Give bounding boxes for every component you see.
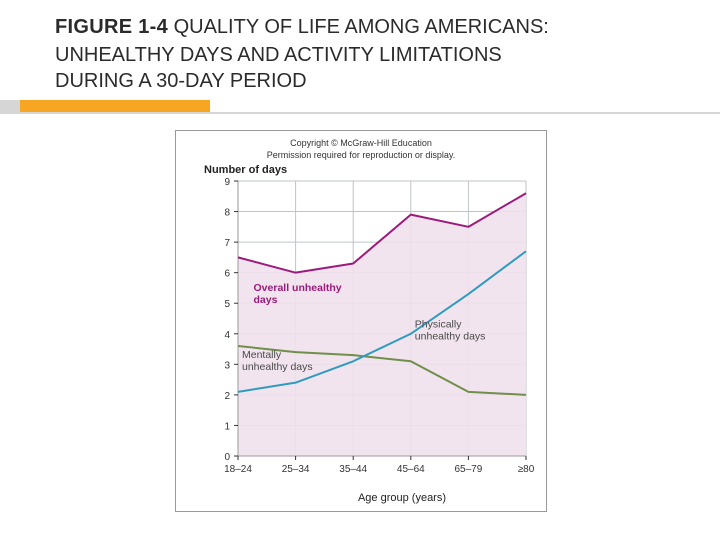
accent-bar [20, 100, 210, 112]
svg-text:9: 9 [224, 177, 230, 188]
title-line-1: FIGURE 1-4 QUALITY OF LIFE AMONG AMERICA… [55, 14, 665, 42]
svg-text:0: 0 [224, 452, 230, 463]
svg-text:days: days [254, 294, 278, 306]
svg-text:Age group (years): Age group (years) [358, 492, 446, 504]
svg-text:5: 5 [224, 299, 230, 310]
svg-text:1: 1 [224, 421, 230, 432]
svg-text:6: 6 [224, 269, 230, 280]
svg-text:Number of days: Number of days [204, 164, 287, 176]
svg-text:45–64: 45–64 [397, 464, 425, 475]
title-line-3: DURING A 30-DAY PERIOD [55, 68, 665, 94]
svg-text:4: 4 [224, 330, 230, 341]
chart-container: Copyright © McGraw-Hill Education Permis… [175, 130, 547, 512]
svg-text:Overall unhealthy: Overall unhealthy [254, 282, 342, 294]
line-chart: 0 1 2 3 4 5 6 7 8 9 18–24 25–34 35–44 45–64 65–79 ≥80 Nu… [176, 131, 546, 511]
title-line-2: UNHEALTHY DAYS AND ACTIVITY LIMITATIONS [55, 42, 665, 68]
title-line-1-rest: QUALITY OF LIFE AMONG AMERICANS: [168, 16, 549, 38]
svg-text:7: 7 [224, 238, 230, 249]
svg-text:8: 8 [224, 208, 230, 219]
svg-text:unhealthy days: unhealthy days [242, 361, 313, 373]
svg-text:25–34: 25–34 [282, 464, 310, 475]
svg-text:2: 2 [224, 391, 230, 402]
svg-text:35–44: 35–44 [339, 464, 367, 475]
svg-text:unhealthy days: unhealthy days [415, 331, 486, 343]
divider [0, 112, 720, 114]
svg-text:Physically: Physically [415, 319, 462, 331]
svg-text:Mentally: Mentally [242, 349, 282, 361]
accent-gray-stub [0, 100, 20, 112]
svg-text:65–79: 65–79 [454, 464, 482, 475]
svg-text:18–24: 18–24 [224, 464, 252, 475]
slide: FIGURE 1-4 QUALITY OF LIFE AMONG AMERICA… [0, 0, 720, 540]
figure-label: FIGURE 1-4 [55, 16, 168, 38]
svg-text:3: 3 [224, 360, 230, 371]
svg-text:≥80: ≥80 [518, 464, 535, 475]
title-block: FIGURE 1-4 QUALITY OF LIFE AMONG AMERICA… [55, 14, 665, 94]
